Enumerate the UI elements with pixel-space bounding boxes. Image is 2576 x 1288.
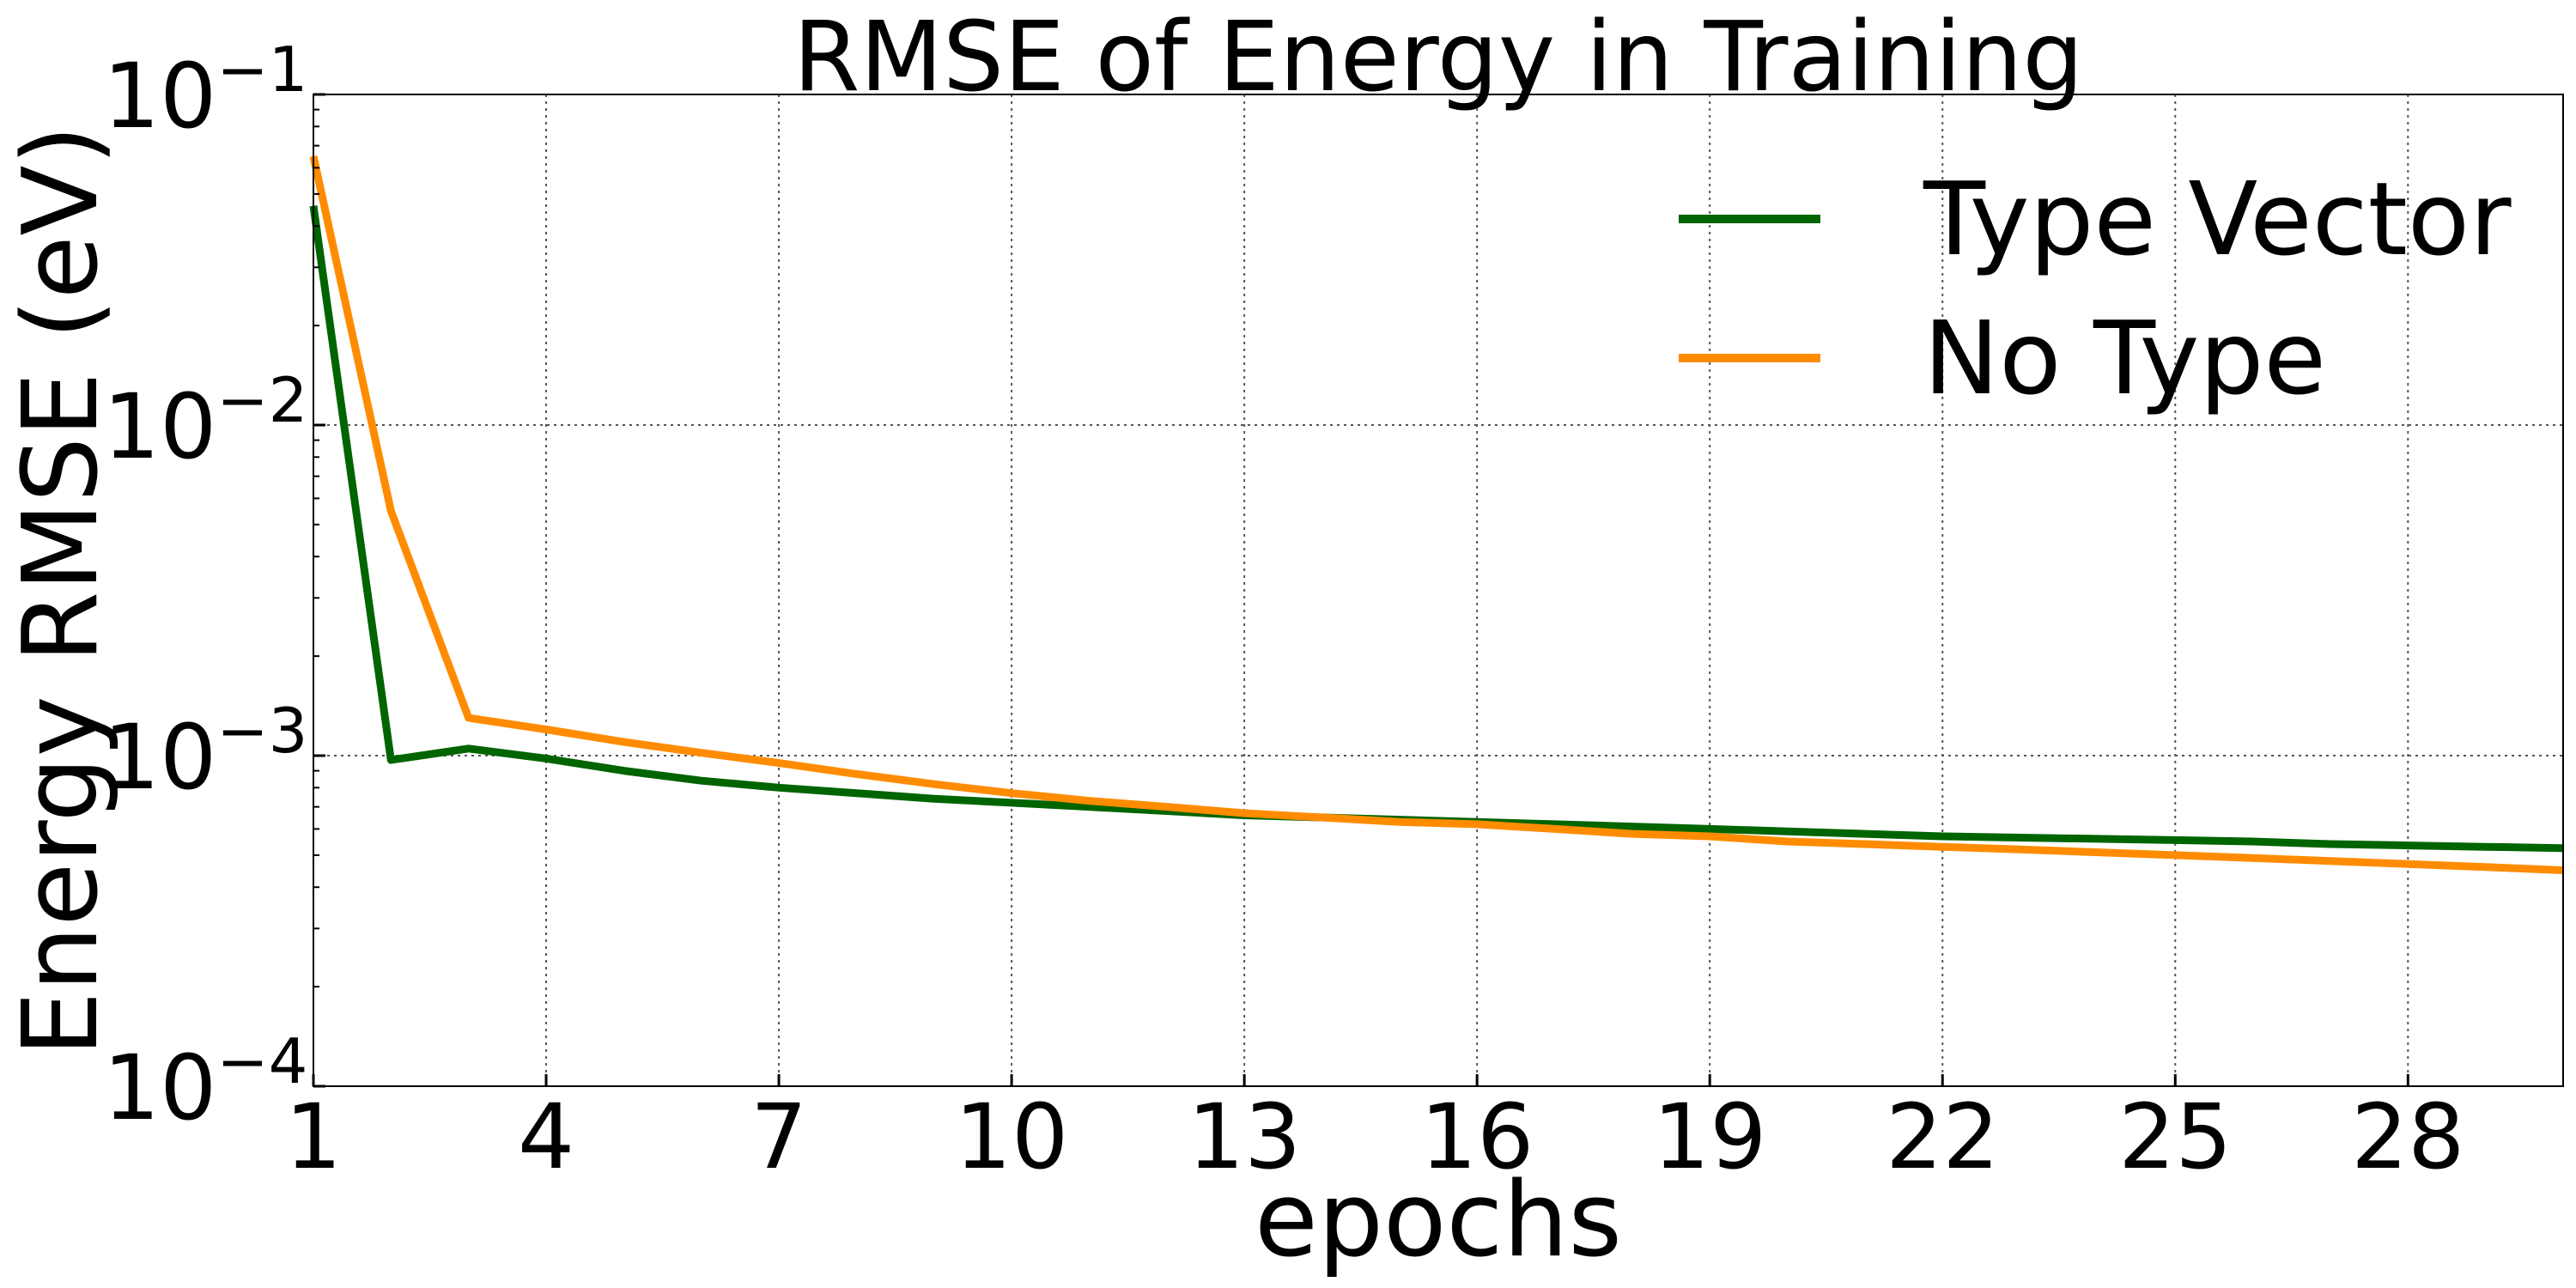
x-tick-label: 13 bbox=[1188, 1084, 1301, 1189]
x-tick-label: 25 bbox=[2118, 1084, 2232, 1189]
x-axis-label: epochs bbox=[1255, 1161, 1622, 1280]
x-tick-label: 19 bbox=[1653, 1084, 1766, 1189]
chart-title: RMSE of Energy in Training bbox=[793, 2, 2084, 113]
series-lines bbox=[309, 155, 2564, 874]
legend-label-no-type: No Type bbox=[1923, 299, 2326, 417]
legend: Type Vector No Type bbox=[1679, 160, 2512, 417]
y-tick-label: 10−3 bbox=[103, 695, 307, 810]
x-tick-labels: 1 4 7 10 13 16 19 22 25 28 bbox=[285, 1084, 2465, 1189]
x-tick-label: 10 bbox=[955, 1084, 1068, 1189]
y-tick-label: 10−4 bbox=[103, 1025, 307, 1140]
legend-label-type-vector: Type Vector bbox=[1923, 160, 2512, 278]
plot-frame bbox=[313, 94, 2564, 1087]
y-tick-label: 10−1 bbox=[103, 33, 307, 149]
x-tick-label: 7 bbox=[750, 1084, 807, 1189]
y-tick-labels: 10−1 10−2 10−3 10−4 bbox=[103, 33, 307, 1140]
x-tick-label: 22 bbox=[1886, 1084, 1999, 1189]
x-tick-label: 28 bbox=[2351, 1084, 2464, 1189]
series-line-no-type bbox=[309, 155, 2564, 874]
y-tick-label: 10−2 bbox=[103, 364, 307, 479]
x-tick-label: 16 bbox=[1420, 1084, 1534, 1189]
x-tick-label: 1 bbox=[285, 1084, 342, 1189]
grid bbox=[313, 94, 2563, 1087]
tick-marks bbox=[312, 93, 2409, 1088]
y-axis-label: Energy RMSE (eV) bbox=[2, 125, 121, 1057]
x-tick-label: 4 bbox=[518, 1084, 574, 1189]
